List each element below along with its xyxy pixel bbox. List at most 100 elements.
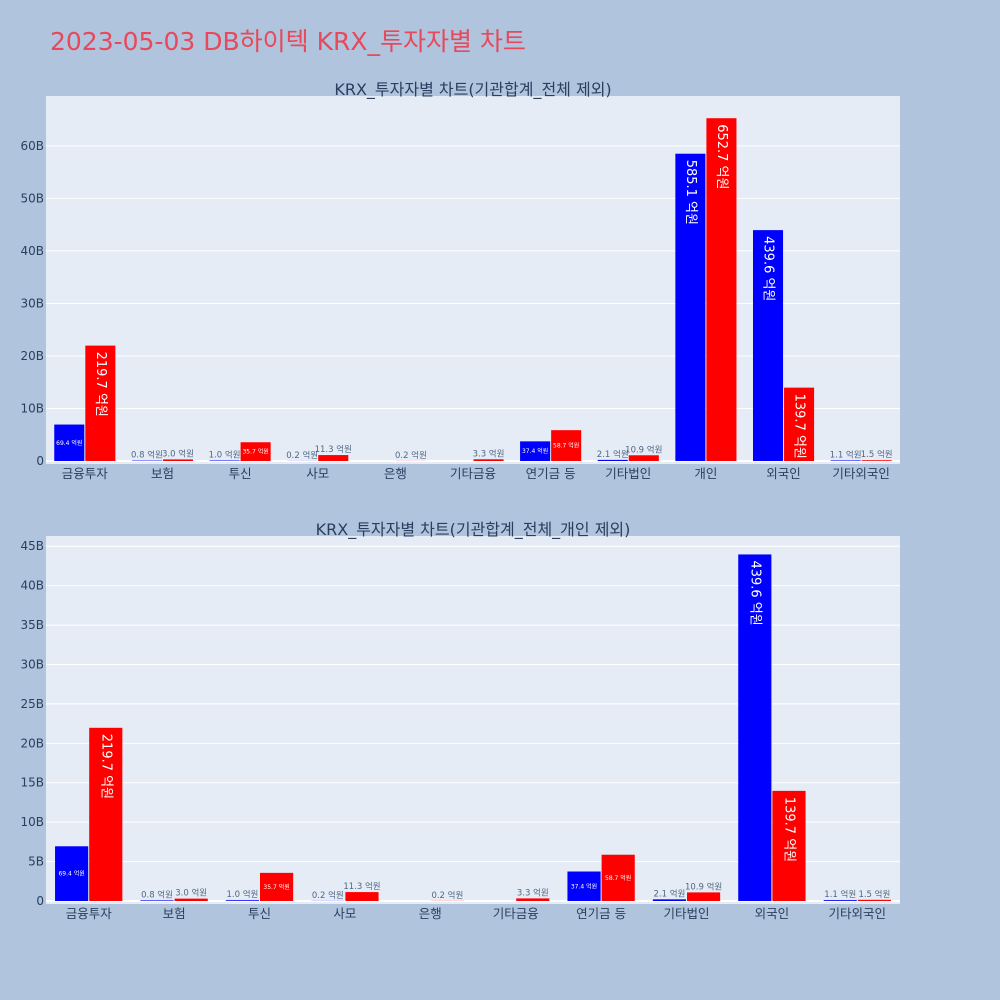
y-tick-label: 5B xyxy=(28,855,44,869)
data-label: 139.7 억원 xyxy=(792,394,807,459)
category-label: 연기금 등 xyxy=(526,466,576,481)
category-label: 은행 xyxy=(419,906,442,921)
bar-series_b xyxy=(551,430,582,461)
bar-series_a xyxy=(752,230,784,461)
category-label: 투신 xyxy=(248,906,271,921)
data-label: 0.2 억원 xyxy=(286,450,318,461)
category-label: 금융투자 xyxy=(66,906,113,921)
bar-series_b xyxy=(260,872,294,901)
y-tick-label: 50B xyxy=(20,191,44,205)
bar-series_b xyxy=(89,727,123,901)
bar-series_b xyxy=(162,459,194,461)
data-label: 69.4 억원 xyxy=(58,870,84,878)
data-label: 439.6 억원 xyxy=(747,560,762,625)
bar-series_b xyxy=(601,854,635,901)
y-tick-label: 60B xyxy=(20,139,44,153)
y-tick-label: 30B xyxy=(20,296,44,310)
data-label: 219.7 억원 xyxy=(98,734,113,799)
data-label: 1.5 억원 xyxy=(858,889,890,900)
data-label: 3.0 억원 xyxy=(162,448,194,459)
category-label: 사모 xyxy=(306,466,329,481)
category-label: 투신 xyxy=(229,466,252,481)
category-label: 은행 xyxy=(384,466,407,481)
category-label: 기타외국인 xyxy=(829,906,887,921)
data-label: 58.7 억원 xyxy=(553,442,579,450)
bar-series_a xyxy=(597,459,628,461)
data-label: 0.2 억원 xyxy=(395,450,427,461)
y-tick-label: 20B xyxy=(20,349,44,363)
page-title: 2023-05-03 DB하이텍 KRX_투자자별 차트 xyxy=(50,27,526,56)
data-label: 3.3 억원 xyxy=(517,887,549,898)
category-label: 보험 xyxy=(151,466,174,481)
data-label: 0.2 억원 xyxy=(312,890,344,901)
data-label: 2.1 억원 xyxy=(653,888,685,899)
y-tick-label: 30B xyxy=(20,657,44,671)
bar-series_a xyxy=(823,900,857,901)
bar-series_a xyxy=(225,900,259,901)
category-label: 사모 xyxy=(333,906,356,921)
bar-series_b xyxy=(861,460,892,461)
data-label: 37.4 억원 xyxy=(571,882,597,890)
y-tick-label: 20B xyxy=(20,736,44,750)
category-label: 외국인 xyxy=(755,906,790,921)
bar-series_b xyxy=(687,892,721,901)
data-label: 3.0 억원 xyxy=(175,888,207,899)
chart-2: 0 5B 10B 15B 20B 25B 30B 35B 40B 45B KRX_투자자별 차트(기… xyxy=(20,520,900,921)
category-label: 기타금융 xyxy=(493,906,539,921)
data-label: 37.4 억원 xyxy=(522,447,548,455)
bar-series_a xyxy=(54,424,85,461)
y-tick-label: 10B xyxy=(20,401,44,415)
data-label: 1.0 억원 xyxy=(209,449,241,460)
data-label: 0.8 억원 xyxy=(131,450,163,461)
bar-series_b xyxy=(345,892,379,901)
y-tick-label: 0 xyxy=(36,894,44,908)
data-label: 3.3 억원 xyxy=(473,448,505,459)
bar-series_b xyxy=(857,899,891,901)
category-label: 기타법인 xyxy=(663,906,709,921)
bar-series_a xyxy=(738,554,772,901)
y-tick-label: 40B xyxy=(20,244,44,258)
data-label: 1.1 억원 xyxy=(830,449,862,460)
data-label: 35.7 억원 xyxy=(242,448,268,456)
data-label: 35.7 억원 xyxy=(263,883,289,891)
data-label: 2.1 억원 xyxy=(597,449,629,460)
bar-series_a xyxy=(567,871,601,901)
category-label: 보험 xyxy=(163,906,186,921)
chart-title: KRX_투자자별 차트(기관합계_전체_개인 제외) xyxy=(316,520,631,540)
bar-series_b xyxy=(318,455,349,461)
y-tick-label: 35B xyxy=(20,618,44,632)
bar-series_a xyxy=(675,153,706,461)
y-tick-label: 25B xyxy=(20,697,44,711)
data-label: 58.7 억원 xyxy=(605,874,631,882)
data-label: 139.7 억원 xyxy=(781,797,796,862)
data-label: 10.9 억원 xyxy=(685,881,722,892)
bar-series_b xyxy=(240,442,271,461)
data-label: 11.3 억원 xyxy=(343,881,380,892)
bar-series_b xyxy=(473,459,504,461)
data-label: 585.1 억원 xyxy=(683,160,698,225)
bar-series_a xyxy=(652,899,686,901)
bar-series_a xyxy=(55,846,89,901)
category-label: 기타금융 xyxy=(450,466,496,481)
data-label: 652.7 억원 xyxy=(714,124,729,189)
data-label: 439.6 억원 xyxy=(761,236,776,301)
plot-area xyxy=(46,536,900,904)
category-label: 기타법인 xyxy=(605,466,651,481)
chart-1: 0 10B 20B 30B 40B 50B 60B KRX_투자자별 차트(기관합계_전체 제… xyxy=(20,80,900,481)
data-label: 1.0 억원 xyxy=(226,889,258,900)
bar-series_a xyxy=(209,460,240,461)
bar-series_a xyxy=(520,441,551,461)
category-label: 외국인 xyxy=(766,466,801,481)
y-tick-label: 10B xyxy=(20,815,44,829)
category-label: 기타외국인 xyxy=(832,466,890,481)
bar-series_a xyxy=(830,460,861,461)
category-label: 개인 xyxy=(694,466,717,481)
data-label: 219.7 억원 xyxy=(93,352,108,417)
y-tick-label: 40B xyxy=(20,579,44,593)
bar-series_b xyxy=(628,455,659,461)
data-label: 1.1 억원 xyxy=(824,889,856,900)
category-label: 연기금 등 xyxy=(576,906,626,921)
bar-series_b xyxy=(516,898,550,901)
data-label: 0.8 억원 xyxy=(141,889,173,900)
bar-series_b xyxy=(85,345,116,461)
